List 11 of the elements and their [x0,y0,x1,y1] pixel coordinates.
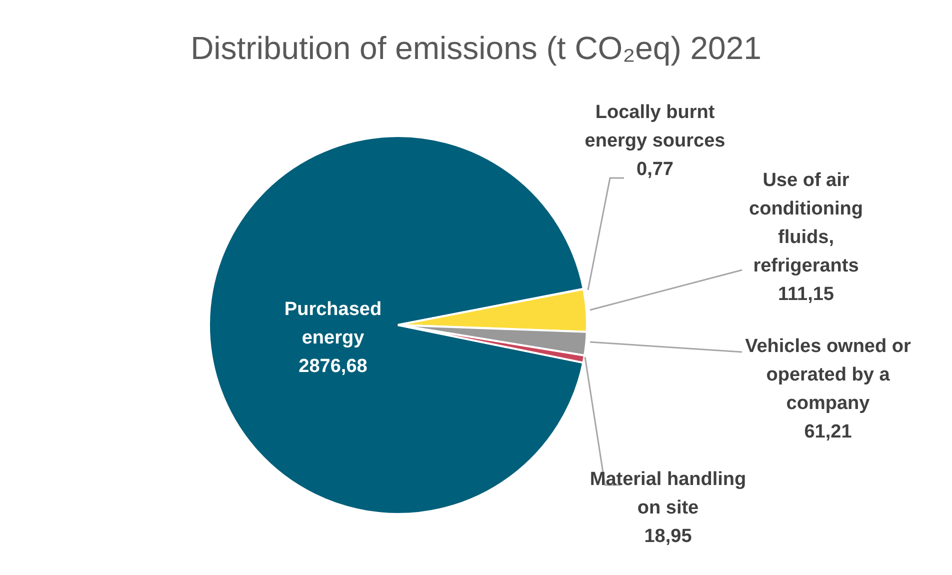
data-label: 61,21 [804,422,852,443]
data-label: 2876,68 [298,356,368,378]
slice-label: Material handling on site [590,469,746,519]
data-label: 111,15 [778,284,834,306]
slice-label: Purchased energy [284,299,382,349]
data-label: 18,95 [644,526,692,548]
data-label: 0,77 [636,159,674,180]
slice-label: Locally burnt energy sources [584,102,726,152]
chart-title: Distribution of emissions (t CO₂eq) 2021 [190,30,762,66]
slice-label: Use of air conditioning fluids, refrigerants [749,170,863,277]
slice-label: Vehicles owned or operated by a company [745,336,912,414]
